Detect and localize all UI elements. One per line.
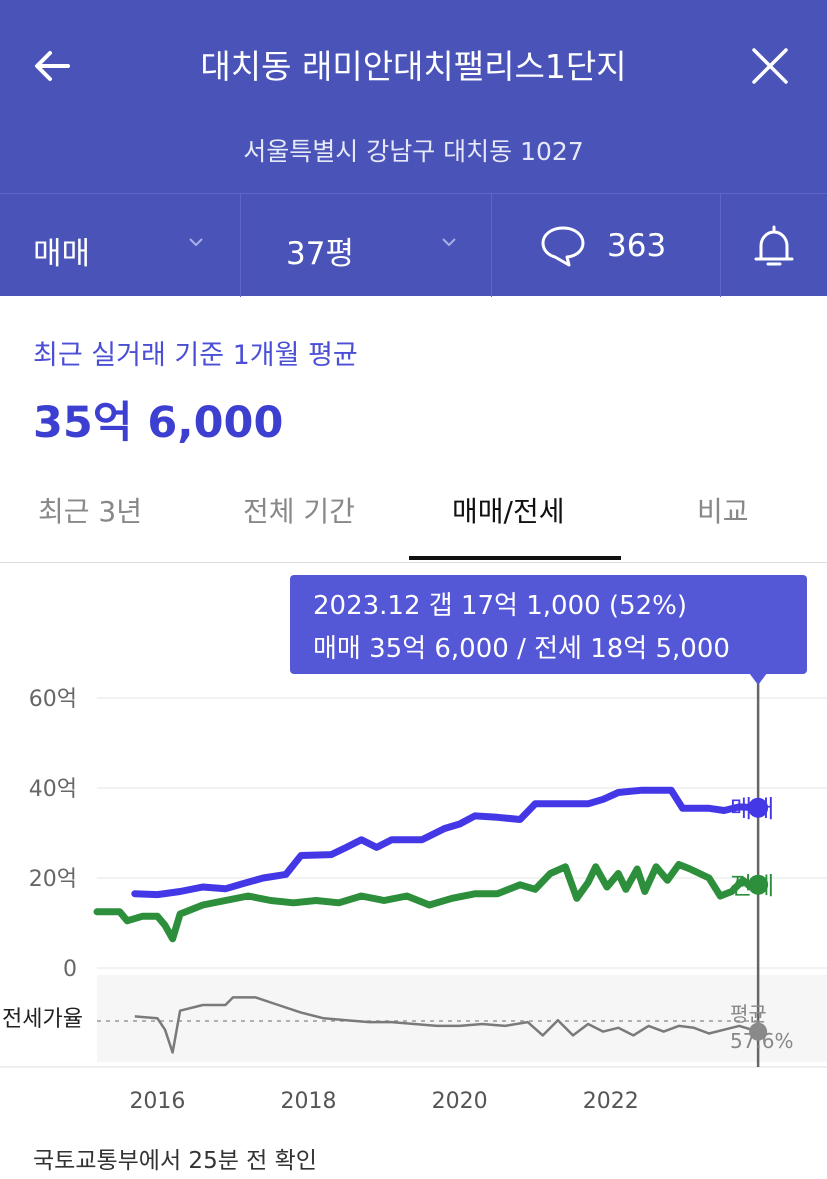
- chevron-down-icon: [442, 238, 456, 246]
- ratio-label: 전세가율: [2, 1007, 83, 1032]
- series-line-sale: [131, 786, 762, 899]
- x-tick-label: 2018: [281, 1089, 337, 1114]
- address: 서울특별시 강남구 대치동 1027: [243, 137, 584, 166]
- y-tick-label: 0: [63, 957, 77, 982]
- tab-all-period[interactable]: 전체 기간: [243, 495, 355, 528]
- y-tick-label: 40억: [29, 777, 77, 802]
- ratio-line: [134, 996, 759, 1054]
- close-icon[interactable]: [748, 44, 792, 88]
- header-bar: 대치동 래미안대치팰리스1단지 서울특별시 강남구 대치동 1027 매매 37…: [0, 0, 827, 297]
- tab-recent-3-years[interactable]: 최근 3년: [38, 495, 142, 528]
- average-price: 35억 6,000: [33, 398, 284, 448]
- tab-compare[interactable]: 비교: [697, 495, 749, 528]
- chevron-down-icon: [189, 238, 203, 246]
- x-tick-label: 2020: [432, 1089, 488, 1114]
- data-source: 국토교통부에서 25분 전 확인: [33, 1148, 317, 1174]
- filter-bar: 매매 37평 363: [0, 193, 827, 297]
- ratio-average-label: 평균: [730, 1002, 767, 1026]
- x-tick-label: 2022: [583, 1089, 639, 1114]
- series-label: 매매: [730, 795, 774, 823]
- summary-label: 최근 실거래 기준 1개월 평균: [33, 340, 358, 371]
- back-arrow-icon[interactable]: [30, 44, 74, 88]
- size-value: 37평: [286, 236, 354, 272]
- size-select[interactable]: 37평: [241, 194, 492, 297]
- x-tick-label: 2016: [129, 1089, 185, 1114]
- ratio-average-value: 57.6%: [730, 1029, 794, 1053]
- apartment-title: 대치동 래미안대치팰리스1단지: [200, 47, 627, 86]
- price-chart[interactable]: 60억 40억 20억 0 2016 2018 2020 2022 전세가율 평균 57.6% 매매전…: [0, 570, 827, 1140]
- tab-sale-jeonse[interactable]: 매매/전세: [452, 495, 565, 528]
- comment-count: 363: [607, 228, 667, 264]
- series-line-jeonse: [93, 861, 762, 943]
- ratio-band-background: [97, 975, 827, 1062]
- deal-type-select[interactable]: 매매: [0, 194, 241, 297]
- notification-button[interactable]: [721, 194, 827, 297]
- ratio-endpoint: [749, 1022, 768, 1041]
- series-endpoint: [748, 874, 769, 895]
- bell-icon: [754, 225, 794, 266]
- series-label: 전세: [730, 872, 774, 900]
- active-tab-indicator: [409, 556, 621, 560]
- comments-button[interactable]: 363: [492, 194, 721, 297]
- period-tabs: 최근 3년 전체 기간 매매/전세 비교: [0, 470, 827, 563]
- speech-bubble-icon: [541, 226, 585, 267]
- deal-type-value: 매매: [33, 236, 91, 272]
- series-endpoint: [748, 797, 769, 818]
- tooltip-gap-line: 2023.12 갭 17억 1,000 (52%): [313, 591, 688, 621]
- y-tick-label: 60억: [29, 687, 77, 712]
- tooltip-pointer: [749, 673, 768, 685]
- chart-tooltip: 2023.12 갭 17억 1,000 (52%) 매매 35억 6,000 /…: [290, 575, 807, 674]
- tooltip-price-line: 매매 35억 6,000 / 전세 18억 5,000: [313, 634, 730, 664]
- y-tick-label: 20억: [29, 867, 77, 892]
